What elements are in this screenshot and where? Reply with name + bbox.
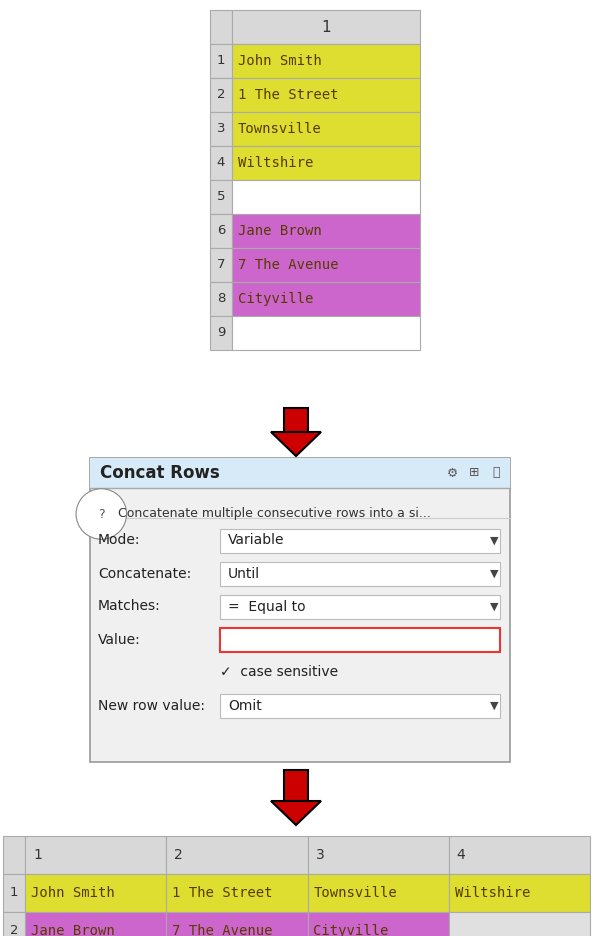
FancyBboxPatch shape bbox=[210, 214, 232, 248]
Text: 8: 8 bbox=[217, 292, 225, 305]
Text: Value:: Value: bbox=[98, 633, 141, 647]
Text: 1: 1 bbox=[321, 20, 331, 35]
FancyBboxPatch shape bbox=[210, 78, 232, 112]
FancyBboxPatch shape bbox=[232, 248, 420, 282]
FancyBboxPatch shape bbox=[220, 594, 500, 619]
Text: John Smith: John Smith bbox=[31, 886, 115, 900]
FancyBboxPatch shape bbox=[308, 836, 449, 874]
FancyBboxPatch shape bbox=[25, 874, 166, 912]
Polygon shape bbox=[271, 432, 321, 456]
FancyBboxPatch shape bbox=[232, 112, 420, 146]
Text: John Smith: John Smith bbox=[238, 54, 322, 68]
Text: Cityville: Cityville bbox=[314, 924, 389, 936]
FancyBboxPatch shape bbox=[210, 282, 232, 316]
Text: Mode:: Mode: bbox=[98, 534, 141, 548]
Text: Until: Until bbox=[228, 566, 260, 580]
Text: Omit: Omit bbox=[228, 698, 262, 712]
Text: ⤢: ⤢ bbox=[492, 466, 500, 479]
Text: 1 The Street: 1 The Street bbox=[172, 886, 273, 900]
FancyBboxPatch shape bbox=[232, 78, 420, 112]
FancyBboxPatch shape bbox=[210, 44, 232, 78]
Text: 3: 3 bbox=[315, 848, 324, 862]
Text: 1: 1 bbox=[9, 886, 18, 899]
Text: 2: 2 bbox=[174, 848, 183, 862]
FancyBboxPatch shape bbox=[449, 836, 590, 874]
FancyBboxPatch shape bbox=[232, 44, 420, 78]
FancyBboxPatch shape bbox=[210, 248, 232, 282]
FancyBboxPatch shape bbox=[3, 874, 25, 912]
Text: Townsville: Townsville bbox=[314, 886, 397, 900]
FancyBboxPatch shape bbox=[232, 282, 420, 316]
Text: ✓  case sensitive: ✓ case sensitive bbox=[220, 665, 338, 680]
FancyBboxPatch shape bbox=[449, 874, 590, 912]
FancyBboxPatch shape bbox=[210, 180, 232, 214]
Text: 5: 5 bbox=[217, 191, 225, 203]
FancyBboxPatch shape bbox=[232, 316, 420, 350]
Text: ▼: ▼ bbox=[490, 700, 498, 710]
Text: 2: 2 bbox=[9, 925, 18, 936]
Polygon shape bbox=[284, 408, 308, 432]
FancyBboxPatch shape bbox=[210, 146, 232, 180]
Polygon shape bbox=[271, 801, 321, 825]
Text: 7 The Avenue: 7 The Avenue bbox=[172, 924, 273, 936]
FancyBboxPatch shape bbox=[308, 912, 449, 936]
Text: 1 The Street: 1 The Street bbox=[238, 88, 339, 102]
FancyBboxPatch shape bbox=[220, 529, 500, 552]
Text: Jane Brown: Jane Brown bbox=[31, 924, 115, 936]
Text: ?: ? bbox=[98, 507, 104, 520]
Text: ▼: ▼ bbox=[490, 535, 498, 546]
Text: Concatenate:: Concatenate: bbox=[98, 566, 192, 580]
FancyBboxPatch shape bbox=[90, 458, 510, 488]
FancyBboxPatch shape bbox=[166, 912, 308, 936]
Text: Matches:: Matches: bbox=[98, 599, 161, 613]
Text: Variable: Variable bbox=[228, 534, 285, 548]
FancyBboxPatch shape bbox=[3, 912, 25, 936]
FancyBboxPatch shape bbox=[166, 836, 308, 874]
Text: 9: 9 bbox=[217, 327, 225, 340]
Text: 1: 1 bbox=[217, 54, 225, 67]
Text: Townsville: Townsville bbox=[238, 122, 322, 136]
Text: 4: 4 bbox=[217, 156, 225, 169]
FancyBboxPatch shape bbox=[308, 874, 449, 912]
FancyBboxPatch shape bbox=[232, 10, 420, 44]
Text: 7: 7 bbox=[217, 258, 225, 271]
FancyBboxPatch shape bbox=[210, 10, 232, 44]
FancyBboxPatch shape bbox=[210, 316, 232, 350]
Text: Concat Rows: Concat Rows bbox=[100, 464, 220, 482]
Text: =  Equal to: = Equal to bbox=[228, 599, 305, 613]
FancyBboxPatch shape bbox=[166, 874, 308, 912]
Text: Wiltshire: Wiltshire bbox=[238, 156, 313, 170]
Text: 6: 6 bbox=[217, 225, 225, 238]
FancyBboxPatch shape bbox=[3, 836, 25, 874]
FancyBboxPatch shape bbox=[25, 836, 166, 874]
Text: 1: 1 bbox=[33, 848, 42, 862]
FancyBboxPatch shape bbox=[220, 694, 500, 718]
FancyBboxPatch shape bbox=[232, 146, 420, 180]
FancyBboxPatch shape bbox=[232, 180, 420, 214]
Text: ▼: ▼ bbox=[490, 602, 498, 611]
Polygon shape bbox=[284, 770, 308, 801]
Text: New row value:: New row value: bbox=[98, 698, 205, 712]
Text: 4: 4 bbox=[457, 848, 466, 862]
Text: ▼: ▼ bbox=[490, 568, 498, 578]
Text: Jane Brown: Jane Brown bbox=[238, 224, 322, 238]
FancyBboxPatch shape bbox=[210, 112, 232, 146]
Text: 7 The Avenue: 7 The Avenue bbox=[238, 258, 339, 272]
Text: 2: 2 bbox=[217, 89, 225, 101]
Text: ⊞: ⊞ bbox=[468, 466, 479, 479]
FancyBboxPatch shape bbox=[220, 562, 500, 586]
FancyBboxPatch shape bbox=[449, 912, 590, 936]
Text: Concatenate multiple consecutive rows into a si...: Concatenate multiple consecutive rows in… bbox=[118, 507, 431, 520]
FancyBboxPatch shape bbox=[232, 214, 420, 248]
Text: ⚙: ⚙ bbox=[447, 466, 458, 479]
Text: Wiltshire: Wiltshire bbox=[455, 886, 530, 900]
FancyBboxPatch shape bbox=[220, 627, 500, 651]
FancyBboxPatch shape bbox=[90, 458, 510, 762]
FancyBboxPatch shape bbox=[25, 912, 166, 936]
Text: Cityville: Cityville bbox=[238, 292, 313, 306]
Text: 3: 3 bbox=[217, 123, 225, 136]
